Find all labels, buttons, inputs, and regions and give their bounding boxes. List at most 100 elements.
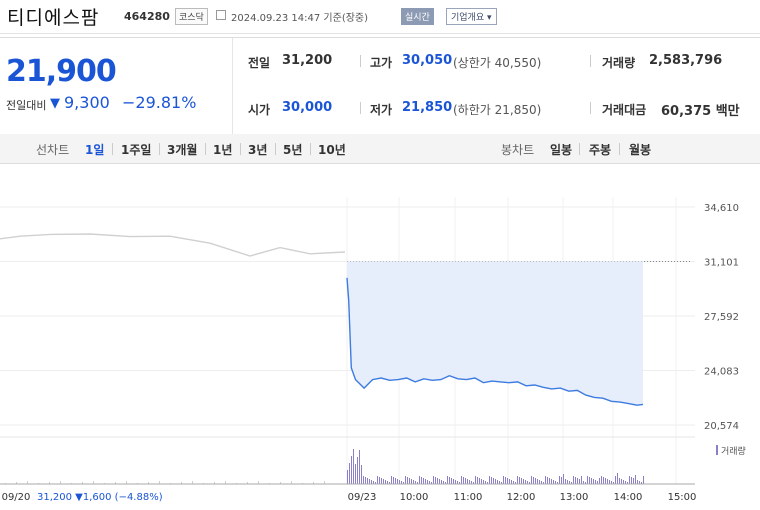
calendar-icon bbox=[216, 10, 226, 20]
volume-bar bbox=[419, 476, 420, 484]
volume-bar bbox=[393, 477, 394, 484]
volume-bar bbox=[373, 481, 374, 484]
volume-bar bbox=[573, 476, 574, 484]
upper-limit: (상한가 40,550) bbox=[453, 56, 542, 70]
volume-bar bbox=[409, 478, 410, 484]
volume-bar bbox=[527, 481, 528, 484]
volume-bar bbox=[381, 478, 382, 484]
volume-bar bbox=[589, 477, 590, 484]
volume-bar bbox=[377, 476, 378, 484]
candle-chart-label: 봉차트 bbox=[501, 143, 535, 157]
volume-bar bbox=[471, 481, 472, 484]
high-value: 30,050 bbox=[402, 53, 453, 68]
tab-1year[interactable]: 1년 bbox=[213, 143, 233, 157]
volume-bar bbox=[441, 480, 442, 484]
volume-bar bbox=[477, 477, 478, 484]
volume-bar bbox=[491, 477, 492, 484]
tab-3month[interactable]: 3개월 bbox=[167, 143, 198, 157]
volume-bar bbox=[619, 478, 620, 484]
volume-bar bbox=[465, 478, 466, 484]
volume-bar bbox=[455, 480, 456, 484]
tab-weekly-candle[interactable]: 주봉 bbox=[589, 143, 612, 157]
compare-value: 9,300 bbox=[64, 93, 110, 112]
compare-label: 전일대비 bbox=[6, 99, 47, 112]
open-label: 시가 bbox=[248, 103, 271, 117]
volume-bar bbox=[559, 476, 560, 484]
volume-label: 거래량 bbox=[602, 56, 636, 70]
volume-bar bbox=[407, 477, 408, 484]
volume-bar bbox=[617, 473, 618, 484]
low-value: 21,850 bbox=[402, 100, 453, 115]
tab-daily-candle[interactable]: 일봉 bbox=[550, 143, 573, 157]
volume-bar bbox=[505, 477, 506, 484]
volume-bar bbox=[627, 482, 628, 484]
volume-bar bbox=[16, 482, 17, 484]
volume-bar bbox=[535, 478, 536, 484]
volume-bar bbox=[453, 479, 454, 484]
realtime-badge[interactable]: 실시간 bbox=[401, 8, 434, 25]
divider bbox=[159, 143, 160, 155]
divider bbox=[112, 143, 113, 155]
x-tick-label: 14:00 bbox=[614, 492, 643, 503]
divider bbox=[240, 143, 241, 155]
divider bbox=[579, 143, 580, 155]
volume-bar bbox=[451, 478, 452, 484]
volume-bar bbox=[181, 482, 182, 484]
volume-bar bbox=[324, 481, 325, 484]
volume-bar bbox=[357, 457, 358, 484]
volume-bar bbox=[533, 477, 534, 484]
volume-bar bbox=[565, 479, 566, 484]
price-chart[interactable]: 34,610 31,101 27,592 24,083 20,574 거래량 09/20… bbox=[0, 166, 760, 510]
volume-bar bbox=[435, 477, 436, 484]
x-tick-label: 13:00 bbox=[560, 492, 589, 503]
volume-bar bbox=[515, 482, 516, 484]
prev-day-note: 31,200 ▼1,600 (−4.88%) bbox=[37, 492, 163, 503]
volume-bar bbox=[509, 479, 510, 484]
volume-bar bbox=[593, 479, 594, 484]
divider bbox=[360, 55, 361, 67]
volume-bars bbox=[5, 449, 644, 484]
volume-bar bbox=[609, 480, 610, 484]
volume-bar bbox=[597, 481, 598, 484]
volume-bar bbox=[365, 477, 366, 484]
tab-10year[interactable]: 10년 bbox=[318, 143, 346, 157]
volume-bar bbox=[461, 476, 462, 484]
volume-bar bbox=[387, 481, 388, 484]
volume-bar bbox=[126, 481, 127, 484]
volume-bar bbox=[475, 476, 476, 484]
volume-bar bbox=[399, 480, 400, 484]
x-tick-label: 11:00 bbox=[454, 492, 483, 503]
tab-3year[interactable]: 3년 bbox=[248, 143, 268, 157]
volume-bar bbox=[567, 480, 568, 484]
volume-bar bbox=[225, 481, 226, 484]
x-tick-label: 09/20 bbox=[2, 492, 31, 503]
volume-bar bbox=[613, 482, 614, 484]
amount-label: 거래대금 bbox=[602, 103, 647, 117]
volume-bar bbox=[513, 481, 514, 484]
volume-bar bbox=[517, 476, 518, 484]
volume-bar bbox=[443, 481, 444, 484]
volume-legend-icon bbox=[716, 445, 718, 455]
tab-1week[interactable]: 1주일 bbox=[121, 143, 152, 157]
tab-monthly-candle[interactable]: 월봉 bbox=[629, 143, 652, 157]
volume-bar bbox=[389, 482, 390, 484]
corp-info-dropdown[interactable]: 기업개요 ▾ bbox=[446, 8, 497, 25]
volume-bar bbox=[355, 464, 356, 484]
volume-bar bbox=[437, 478, 438, 484]
volume-bar bbox=[623, 480, 624, 484]
volume-bar bbox=[415, 481, 416, 484]
volume-bar bbox=[507, 478, 508, 484]
volume-bar bbox=[433, 476, 434, 484]
volume-bar bbox=[621, 479, 622, 484]
volume-bar bbox=[583, 481, 584, 484]
volume-bar bbox=[467, 479, 468, 484]
tab-5year[interactable]: 5년 bbox=[283, 143, 303, 157]
volume-bar bbox=[629, 476, 630, 484]
volume-bar bbox=[427, 480, 428, 484]
divider bbox=[590, 102, 591, 114]
volume-bar bbox=[615, 476, 616, 484]
tab-1day[interactable]: 1일 bbox=[85, 143, 105, 157]
volume-bar bbox=[353, 449, 354, 484]
volume-bar bbox=[549, 478, 550, 484]
volume-bar bbox=[49, 482, 50, 484]
